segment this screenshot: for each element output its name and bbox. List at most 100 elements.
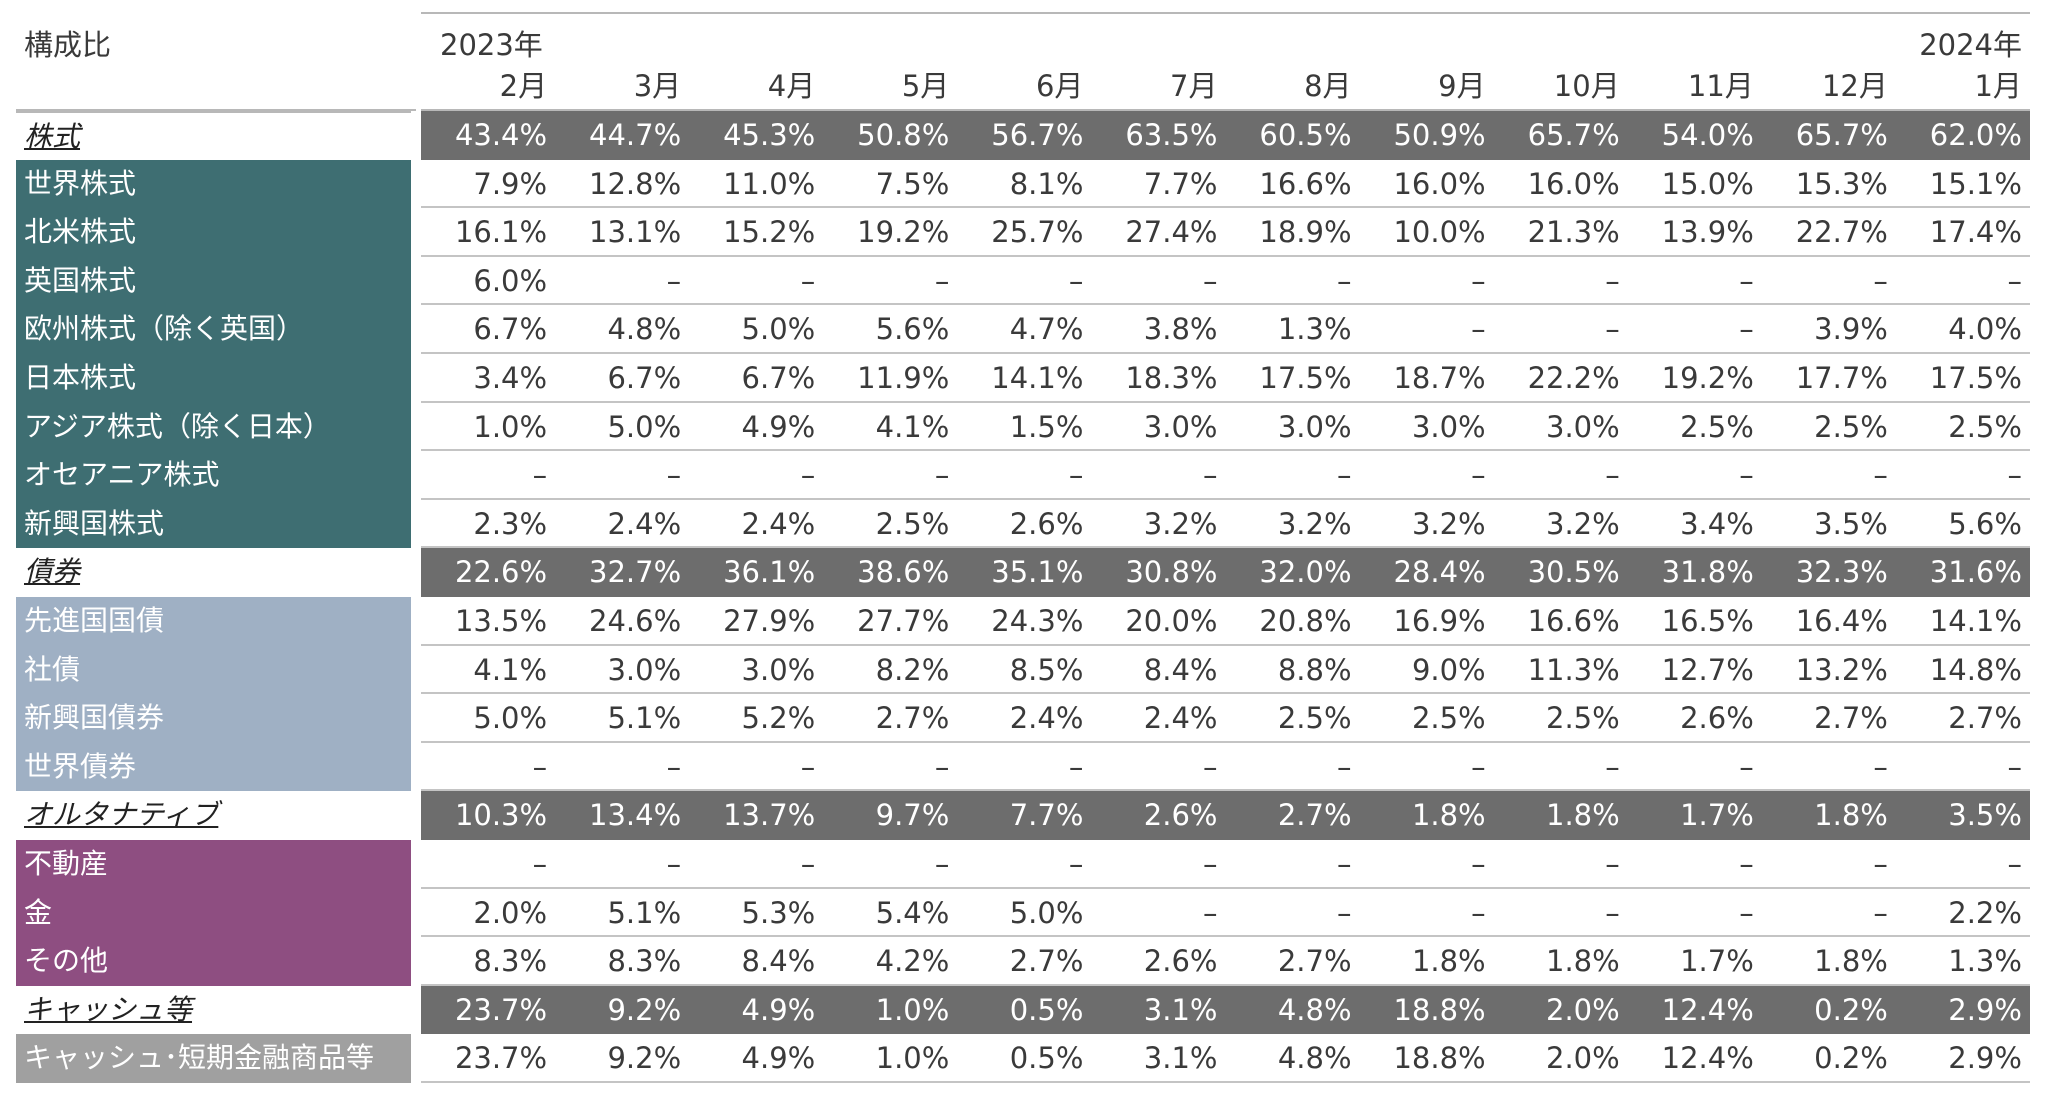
value-cell: – xyxy=(1605,458,1620,493)
month-header-cell: 5月 xyxy=(901,69,950,103)
value-cell: – xyxy=(1068,263,1084,298)
column-gap xyxy=(411,597,421,646)
subcategory-row: 新興国株式 2.3% 2.4% 2.4% 2.5% 2.6% 3.2% 3.2% 3.2% 3.2… xyxy=(16,499,2030,549)
value-cell: 2.6% xyxy=(1009,506,1084,541)
value-cell: 5.1% xyxy=(607,701,682,736)
value-cell: 30.5% xyxy=(1527,555,1620,590)
value-cell: 1.8% xyxy=(1411,944,1486,979)
value-cell: 1.7% xyxy=(1680,798,1754,833)
value-cell: 4.9% xyxy=(741,409,816,444)
value-cell: – xyxy=(1739,263,1754,298)
value-cells: 6.7% 4.8% 5.0% 5.6% 4.7% 3.8% 1.3% – – – 3.9% 4.0% xyxy=(421,305,2030,354)
value-cell: – xyxy=(1337,749,1352,784)
value-cell: 3.4% xyxy=(1680,506,1754,541)
value-cell: 22.7% xyxy=(1795,215,1888,250)
top-rule xyxy=(421,12,2030,14)
table-body: 株式 43.4% 44.7% 45.3% 50.8% 56.7% 63.5% 60.5% 50.… xyxy=(16,111,2030,1083)
month-header-cell: 4月 xyxy=(767,69,816,103)
value-cell: 19.2% xyxy=(1661,360,1754,395)
value-cell: 1.8% xyxy=(1814,798,1888,833)
value-cell: 4.9% xyxy=(741,992,816,1027)
value-cell: 23.7% xyxy=(454,1041,548,1076)
value-cells: – – – – – – – – – – – – xyxy=(421,840,2030,889)
subcategory-row: 不動産 – – – – – – – – – – – – xyxy=(16,839,2030,889)
value-cell: 2.5% xyxy=(1814,409,1888,444)
value-cell: 18.3% xyxy=(1125,360,1218,395)
month-header-cell: 10月 xyxy=(1553,69,1620,103)
subcategory-row: 欧州株式（除く英国） 6.7% 4.8% 5.0% 5.6% 4.7% 3.8% 1.3% – –… xyxy=(16,305,2030,354)
value-cell: – xyxy=(1605,749,1620,784)
value-cell: 14.8% xyxy=(1929,652,2022,687)
value-cell: 2.4% xyxy=(1009,701,1084,736)
value-cell: 3.5% xyxy=(1948,798,2022,833)
value-cell: – xyxy=(1739,312,1754,347)
value-cell: 1.8% xyxy=(1546,798,1620,833)
value-cell: 32.3% xyxy=(1795,555,1888,590)
value-cell: 5.0% xyxy=(607,409,682,444)
month-header-cell: 9月 xyxy=(1438,69,1486,103)
subcategory-label: 社債 xyxy=(16,645,411,695)
category-total-row: 株式 43.4% 44.7% 45.3% 50.8% 56.7% 63.5% 60.5% 50.… xyxy=(16,111,2030,160)
value-cell: – xyxy=(1337,263,1352,298)
value-cell: 3.0% xyxy=(1143,409,1218,444)
value-cell: – xyxy=(1337,846,1352,881)
value-cell: 20.8% xyxy=(1259,603,1352,638)
value-cell: 5.6% xyxy=(875,312,950,347)
value-cell: 4.8% xyxy=(607,312,682,347)
value-cell: 16.9% xyxy=(1393,603,1486,638)
value-cell: – xyxy=(1739,846,1754,881)
value-cell: 2.4% xyxy=(1143,701,1218,736)
value-cell: 27.9% xyxy=(723,603,816,638)
value-cell: 4.0% xyxy=(1948,312,2022,347)
value-cell: – xyxy=(1202,458,1218,493)
value-cell: – xyxy=(934,263,950,298)
value-cell: 1.3% xyxy=(1948,944,2022,979)
value-cell: 25.7% xyxy=(991,215,1084,250)
value-cell: 3.0% xyxy=(1411,409,1486,444)
value-cell: – xyxy=(1873,458,1888,493)
value-cell: 13.5% xyxy=(454,603,548,638)
column-gap xyxy=(411,451,421,500)
value-cell: 2.9% xyxy=(1948,1041,2022,1076)
subcategory-label: キャッシュ･短期金融商品等 xyxy=(16,1034,411,1083)
value-cell: – xyxy=(532,846,548,881)
value-cell: – xyxy=(666,263,682,298)
value-cell: 4.7% xyxy=(1009,312,1084,347)
value-cell: 18.8% xyxy=(1393,1041,1486,1076)
value-cell: 60.5% xyxy=(1259,118,1352,152)
value-cell: 8.4% xyxy=(1143,652,1218,687)
value-cell: 43.4% xyxy=(454,118,548,152)
value-cells: 3.4% 6.7% 6.7% 11.9% 14.1% 18.3% 17.5% 18.7% 22.… xyxy=(421,354,2030,403)
value-cell: – xyxy=(1605,263,1620,298)
subcategory-row: 新興国債券 5.0% 5.1% 5.2% 2.7% 2.4% 2.4% 2.5% 2.5% 2.5… xyxy=(16,694,2030,743)
year-header-row: 構成比 2023年 2024年 xyxy=(16,12,2030,62)
column-gap xyxy=(411,354,421,403)
value-cells: 43.4% 44.7% 45.3% 50.8% 56.7% 63.5% 60.5% 50.9%… xyxy=(421,111,2030,160)
subcategory-label: 新興国株式 xyxy=(16,499,411,549)
value-cells: 4.1% 3.0% 3.0% 8.2% 8.5% 8.4% 8.8% 9.0% 11.3% 12.… xyxy=(421,646,2030,695)
value-cell: 15.1% xyxy=(1929,166,2022,201)
value-cell: – xyxy=(1739,458,1754,493)
value-cell: 2.5% xyxy=(1948,409,2022,444)
value-cell: – xyxy=(2007,458,2022,493)
value-cell: 2.5% xyxy=(1277,701,1352,736)
value-cell: – xyxy=(934,458,950,493)
value-cell: 16.0% xyxy=(1393,166,1486,201)
value-cell: 2.5% xyxy=(1680,409,1754,444)
value-cell: – xyxy=(1337,895,1352,930)
value-cell: 19.2% xyxy=(857,215,950,250)
value-cell: 15.3% xyxy=(1795,166,1888,201)
column-gap xyxy=(411,548,421,597)
value-cell: – xyxy=(1739,895,1754,930)
value-cell: 14.1% xyxy=(1929,603,2022,638)
value-cell: 3.2% xyxy=(1411,506,1486,541)
value-cell: 4.8% xyxy=(1277,1041,1352,1076)
value-cell: – xyxy=(666,749,682,784)
value-cell: 56.7% xyxy=(991,118,1084,152)
value-cell: – xyxy=(1605,895,1620,930)
month-header-cell: 11月 xyxy=(1687,69,1754,103)
value-cell: 5.6% xyxy=(1948,506,2022,541)
value-cell: – xyxy=(1202,263,1218,298)
value-cell: – xyxy=(800,263,816,298)
value-cell: 4.2% xyxy=(875,944,950,979)
